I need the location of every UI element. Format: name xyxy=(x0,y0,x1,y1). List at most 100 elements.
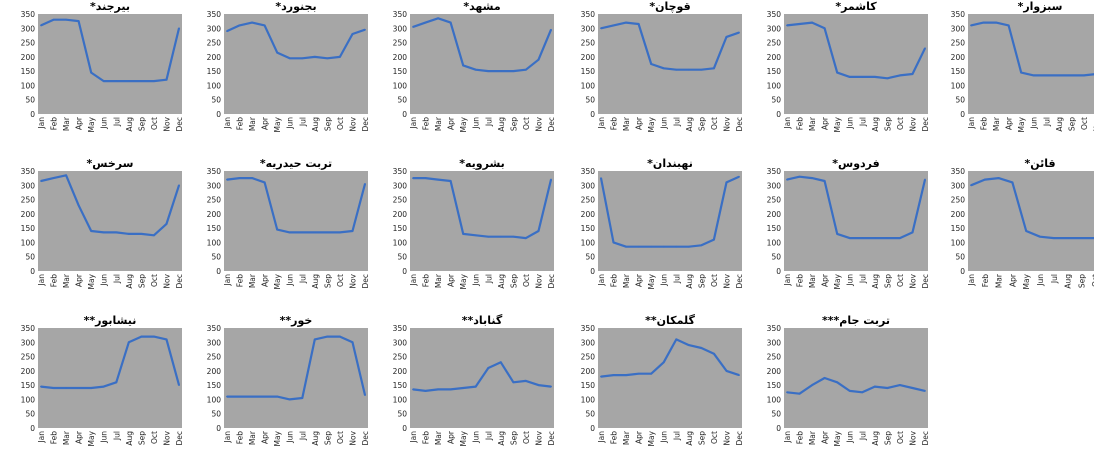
plot-area xyxy=(410,171,554,271)
x-tick-label: Jun xyxy=(1036,274,1045,287)
x-tick-label: Oct xyxy=(150,117,159,130)
data-point xyxy=(861,75,864,78)
x-tick-label: Nov xyxy=(162,116,171,131)
data-point xyxy=(637,245,640,248)
y-tick-label: 150 xyxy=(951,224,966,233)
x-tick-label: Jun xyxy=(472,117,481,130)
x-tick-label: May xyxy=(459,430,468,446)
y-tick-label: 150 xyxy=(767,381,782,390)
x-tick-label: Jan xyxy=(37,117,46,130)
x-tick-label: Mar xyxy=(622,430,631,445)
data-point xyxy=(140,232,143,235)
data-point xyxy=(1083,74,1085,77)
data-point xyxy=(861,237,864,240)
data-point xyxy=(351,230,354,232)
chart-title: سرخس* xyxy=(86,157,134,170)
data-point xyxy=(77,20,80,23)
y-tick-label: 350 xyxy=(207,10,222,19)
data-point xyxy=(412,25,414,28)
data-point xyxy=(798,23,801,25)
x-tick-label: May xyxy=(87,273,96,289)
data-point xyxy=(899,237,901,240)
data-point xyxy=(474,385,477,388)
data-point xyxy=(637,372,640,375)
x-tick-label: May xyxy=(459,273,468,289)
x-tick-label: Jan xyxy=(967,274,976,287)
data-point xyxy=(995,21,997,24)
data-point xyxy=(738,374,740,377)
data-point xyxy=(326,231,329,234)
y-tick-label: 150 xyxy=(207,381,222,390)
y-tick-label: 150 xyxy=(581,381,596,390)
data-point xyxy=(487,367,490,369)
x-tick-label: Sep xyxy=(697,117,706,131)
x-tick-label: May xyxy=(833,116,842,132)
x-tick-label: Nov xyxy=(534,273,543,288)
data-point xyxy=(675,245,678,248)
x-tick-label: Apr xyxy=(1008,273,1017,287)
x-tick-label: Jul xyxy=(112,274,121,284)
x-tick-label: Aug xyxy=(125,431,134,446)
x-tick-label: Oct xyxy=(522,431,531,444)
data-point xyxy=(364,28,366,31)
data-point xyxy=(1066,237,1069,240)
y-tick-label: 300 xyxy=(207,181,222,190)
y-tick-label: 0 xyxy=(776,424,781,433)
y-tick-label: 200 xyxy=(767,53,782,62)
series-line xyxy=(40,174,181,237)
y-tick-label: 50 xyxy=(397,410,407,419)
y-tick-label: 250 xyxy=(393,353,408,362)
x-tick-label: Aug xyxy=(497,274,506,289)
data-point xyxy=(65,174,67,177)
chart-title: فردوس* xyxy=(832,157,880,170)
data-point xyxy=(364,182,366,185)
y-tick-label: 100 xyxy=(393,238,408,247)
data-point xyxy=(339,55,341,58)
data-point xyxy=(886,387,889,389)
data-point xyxy=(251,177,253,180)
data-point xyxy=(512,70,515,73)
x-tick-label: Apr xyxy=(821,430,830,444)
y-tick-label: 250 xyxy=(393,196,408,205)
chart-title: گلمکان** xyxy=(645,314,695,327)
chart-title: نهبندان* xyxy=(647,157,693,170)
y-tick-label: 300 xyxy=(767,338,782,347)
chart-panel: کاشمر* 0 50 100 150 200 250 300 350 Jan Feb Mar Apr M… xyxy=(752,0,932,150)
data-point xyxy=(263,181,266,184)
y-tick-label: 350 xyxy=(767,324,782,333)
chart-panel: گلمکان** 0 50 100 150 200 250 300 350 Jan Feb Mar Ap… xyxy=(566,314,746,464)
y-tick-label: 0 xyxy=(30,267,35,276)
data-point xyxy=(351,341,354,344)
data-point xyxy=(848,389,851,392)
y-tick-label: 350 xyxy=(207,324,222,333)
data-point xyxy=(786,24,788,27)
chart-panel: قائن* 0 50 100 150 200 250 300 350 Jan Feb Mar Apr Ma… xyxy=(936,157,1094,307)
x-tick-label: Aug xyxy=(497,431,506,446)
data-point xyxy=(625,245,627,248)
x-tick-label: Jul xyxy=(484,117,493,127)
chart-svg: 0 50 100 150 200 250 300 350 Jan Feb Mar Apr May Jun J… xyxy=(393,324,556,447)
y-tick-label: 200 xyxy=(951,210,966,219)
data-point xyxy=(997,177,1000,180)
x-tick-label: May xyxy=(459,116,468,132)
x-tick-label: Nov xyxy=(722,116,731,131)
data-point xyxy=(127,232,130,235)
x-tick-label: Jan xyxy=(37,431,46,444)
y-tick-label: 50 xyxy=(25,253,35,262)
data-point xyxy=(178,384,180,387)
series-line xyxy=(413,177,553,240)
chart-svg: 0 50 100 150 200 250 300 350 Jan Feb Mar Apr May Jun J… xyxy=(207,10,370,133)
data-point xyxy=(899,384,901,387)
y-tick-label: 150 xyxy=(393,381,408,390)
y-tick-label: 350 xyxy=(393,10,408,19)
data-point xyxy=(412,177,414,180)
x-tick-label: Jul xyxy=(112,431,121,441)
x-tick-label: Sep xyxy=(883,117,892,131)
data-point xyxy=(811,177,813,180)
x-tick-label: Jul xyxy=(1042,117,1051,127)
x-tick-label: Mar xyxy=(992,116,1001,131)
y-tick-label: 50 xyxy=(397,253,407,262)
x-tick-label: Mar xyxy=(808,430,817,445)
y-tick-label: 50 xyxy=(25,410,35,419)
series-line xyxy=(600,21,740,71)
